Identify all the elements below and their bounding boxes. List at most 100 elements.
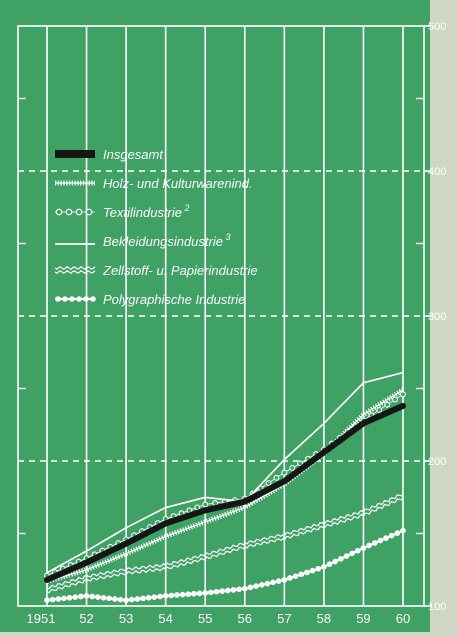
series-wavy-line [46,497,404,594]
series-dotted-circles-marker [106,595,113,602]
series-dotted-circles-marker [309,567,316,574]
series-dotted-circles-marker [55,596,62,602]
series-dotted-circles-marker [202,590,209,596]
series-circles-marker [392,396,399,403]
series-dotted-circles-marker [366,542,372,549]
series-dotted-circles-marker [304,569,310,576]
series-dotted-circles-marker [349,550,355,557]
x-tick-label: 58 [317,611,331,626]
y-tick-label: 500 [428,21,446,33]
chart-panel [0,0,430,632]
series-dotted-circles-marker [332,558,339,565]
series-double-line [46,371,404,574]
series-dotted-circles-marker [287,575,293,581]
series-double [46,371,404,574]
x-tick-label: 56 [238,611,252,626]
series-dotted-circles-marker [326,561,333,568]
legend-swatch-line [54,265,96,271]
legend-label: Zellstoff- u. Papierindustrie [102,263,258,278]
series-dotted-circles-marker [281,577,288,583]
series-dotted-circles-marker [208,589,214,596]
series-dotted-circles-marker [315,565,322,572]
legend-item: Polygraphische Industrie [55,292,245,307]
series-dotted-circles-marker [298,571,305,578]
series-dotted-circles-marker [89,593,96,600]
x-tick-label: 59 [356,611,370,626]
y-tick-label: 100 [428,601,446,613]
series-thick-dark [44,402,406,583]
series-dotted-circles-marker [134,596,141,602]
series-dotted-circles-marker [241,585,248,592]
series-dotted-circles-marker [236,586,242,593]
series-dotted-circles-marker [371,540,378,546]
series-dotted-circles-marker [179,591,186,598]
grid [18,26,424,606]
y-tick-label: 300 [428,311,446,323]
series-dotted-circles-marker [66,594,73,601]
series-dotted-circles-marker [128,596,135,603]
series-dotted-circles-marker [49,596,56,603]
series-dotted-circles-marker [145,594,152,601]
x-tick-label: 53 [119,611,133,626]
x-tick-label: 1951 [27,611,56,626]
series-dotted-circles-marker [377,537,384,544]
series-dotted-circles-marker [140,595,146,602]
x-axis: 1951 52 53 54 55 56 57 58 59 60 [27,611,411,626]
series-dotted-circles-marker [174,592,180,598]
series-dotted-circles-marker [213,588,220,595]
series-dotted-circles-marker [400,527,406,534]
legend-label: Polygraphische Industrie [103,292,245,307]
legend-swatch-marker [69,296,75,302]
legend-item: Textilindustrie 2 [55,203,190,220]
series-circles-marker [400,391,406,398]
legend-item: Insgesamt [55,147,164,162]
series-dotted-circles-marker [185,591,192,598]
series-circles-marker [376,407,383,413]
series-dotted-circles-marker [383,535,389,541]
series-dotted-circles-marker [394,530,401,536]
x-tick-label: 54 [158,611,172,626]
legend-swatch-marker [62,296,68,302]
series-dotted-circles-marker [247,584,254,591]
series-circles-marker [384,401,391,408]
series-thick-dark-line [44,402,406,583]
legend-swatch-marker [75,208,83,216]
legend-swatch-marker [55,296,61,302]
series-dotted-circles-marker [388,532,395,539]
series-dotted-circles-marker [219,588,226,594]
series-dotted-circles-marker [117,596,124,603]
series-dotted-circles-marker [292,573,299,580]
legend-superscript: 2 [182,203,190,213]
y-axis: 100 200 300 400 500 [18,21,446,613]
series-dotted-circles-marker [61,595,67,602]
series-dotted-circles-marker [343,553,350,559]
series-circles-marker [281,469,288,476]
series-circles-marker [194,504,201,511]
series-dotted-circles-marker [354,547,361,554]
series-circles-marker [265,480,272,486]
series-dotted-circles-marker [196,590,203,597]
series-wavy [46,493,404,594]
legend-swatch-marker [55,208,63,216]
legend-item: Zellstoff- u. Papierindustrie [54,263,258,278]
x-tick-label: 52 [79,611,93,626]
series-dotted-circles-marker [168,592,175,599]
series-dotted-circles [44,527,406,604]
series-circles-marker [273,474,280,481]
series-dotted-circles-marker [72,594,79,600]
series-circles-marker [289,465,296,471]
series-circles-marker [202,501,209,508]
legend-label: Holz- und Kulturwarenind. [103,176,253,191]
x-tick-label: 55 [198,611,212,626]
series-dotted-circles-marker [83,592,90,599]
series-dotted-circles-marker [151,594,158,600]
series-dotted-circles-marker [230,586,237,593]
legend: Insgesamt Holz- und Kulturwarenind. Textil… [55,147,258,307]
series-dotted-circles-marker [270,579,276,586]
series-dotted-circles-marker [275,578,282,584]
legend-label: Insgesamt [103,147,164,162]
series-dotted-circles-marker [264,580,271,587]
legend-item: Holz- und Kulturwarenind. [55,176,253,191]
x-tick-label: 57 [277,611,291,626]
